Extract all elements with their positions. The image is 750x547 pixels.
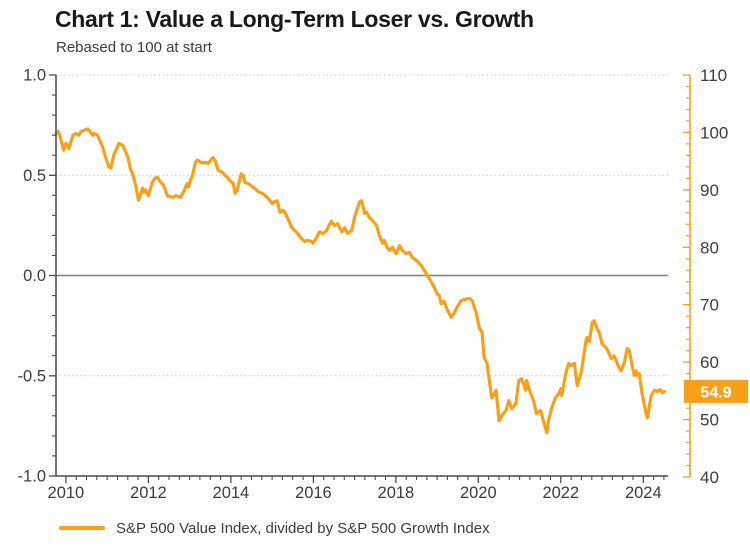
- chart-subtitle: Rebased to 100 at start: [56, 39, 212, 56]
- value-callout-badge: [684, 379, 748, 403]
- x-axis-tick-label: 2016: [295, 484, 332, 502]
- right-axis-tick-label: 110: [700, 66, 727, 85]
- left-axis-tick-label: 1.0: [23, 67, 46, 85]
- x-axis-tick-label: 2012: [130, 484, 167, 502]
- left-axis-tick-label: -0.5: [18, 367, 46, 385]
- value-callout-label: 54.9: [700, 384, 731, 401]
- chart-title: Chart 1: Value a Long-Term Loser vs. Gro…: [55, 6, 534, 32]
- right-axis-tick-label: 70: [700, 296, 719, 315]
- left-axis-tick-label: 0.5: [23, 167, 46, 185]
- left-axis-tick-label: -1.0: [18, 468, 46, 486]
- bottom-axis: 2010 2012 2014 2016 2018 2020 2022 2024: [48, 475, 668, 502]
- right-axis-tick-label: 40: [700, 468, 719, 487]
- grid-lines: [56, 74, 668, 377]
- legend: S&P 500 Value Index, divided by S&P 500 …: [59, 518, 490, 538]
- right-axis: 110 100 90 80 70 60 50 40: [683, 66, 728, 487]
- series-line: [54, 127, 666, 435]
- x-axis-tick-label: 2022: [542, 484, 579, 502]
- right-axis-tick-label: 50: [700, 411, 719, 430]
- x-axis-tick-label: 2018: [378, 484, 415, 502]
- left-axis-tick-label: 0.0: [23, 267, 46, 285]
- x-axis-tick-label: 2010: [48, 484, 85, 502]
- x-axis-tick-label: 2024: [625, 484, 662, 502]
- x-axis-tick-label: 2014: [213, 484, 250, 502]
- right-axis-tick-label: 90: [700, 181, 719, 200]
- value-callout: 54.9: [684, 379, 748, 403]
- legend-label: S&P 500 Value Index, divided by S&P 500 …: [116, 519, 490, 537]
- left-axis: 1.0 0.5 0.0 -0.5 -1.0: [18, 67, 57, 486]
- legend-line-swatch-icon: [59, 526, 105, 530]
- right-axis-tick-label: 80: [700, 238, 719, 257]
- right-axis-tick-label: 60: [700, 353, 719, 372]
- right-axis-tick-label: 100: [700, 123, 728, 142]
- x-axis-tick-label: 2020: [460, 484, 497, 502]
